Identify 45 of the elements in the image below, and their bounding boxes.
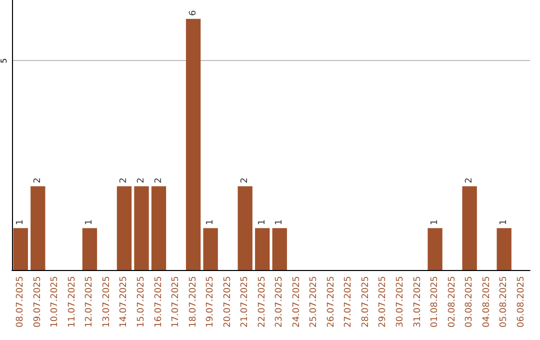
- x-tick-label: 17.07.2025: [171, 276, 182, 328]
- x-tick-label: 09.07.2025: [32, 276, 43, 328]
- x-tick-label: 13.07.2025: [102, 276, 112, 328]
- data-label: 1: [206, 219, 216, 226]
- x-tick-label: 20.07.2025: [222, 276, 233, 328]
- x-tick-label: 02.08.2025: [447, 276, 458, 328]
- x-tick-label: 29.07.2025: [378, 276, 388, 328]
- data-label: 2: [119, 178, 130, 184]
- x-tick-label: 04.08.2025: [482, 276, 492, 328]
- x-tick-label: 05.08.2025: [499, 276, 510, 328]
- x-tick-label: 26.07.2025: [326, 276, 336, 328]
- data-label: 2: [464, 178, 475, 184]
- x-tick-label: 01.08.2025: [430, 276, 440, 328]
- x-tick-label: 18.07.2025: [188, 276, 198, 328]
- data-label: 2: [136, 178, 146, 184]
- x-tick-label: 06.08.2025: [516, 276, 526, 328]
- x-tick-label: 14.07.2025: [119, 276, 130, 328]
- x-tick-label: 11.07.2025: [67, 276, 78, 328]
- x-tick-label: 24.07.2025: [292, 276, 302, 328]
- x-tick-label: 15.07.2025: [136, 276, 146, 328]
- x-tick-label: 12.07.2025: [84, 276, 95, 328]
- x-tick-label: 08.07.2025: [16, 276, 26, 328]
- data-label: 2: [154, 178, 164, 184]
- x-tick-label: 23.07.2025: [274, 276, 285, 328]
- data-label: 1: [84, 219, 95, 226]
- data-label: 2: [240, 178, 250, 184]
- x-tick-label: 03.08.2025: [464, 276, 475, 328]
- x-tick-label: 27.07.2025: [344, 276, 354, 328]
- x-tick-label: 16.07.2025: [154, 276, 164, 328]
- x-tick-label: 10.07.2025: [50, 276, 60, 328]
- data-label: 1: [257, 219, 268, 226]
- x-tick-label: 30.07.2025: [396, 276, 406, 328]
- data-label: 2: [32, 178, 43, 184]
- data-label: 6: [188, 10, 198, 16]
- x-tick-label: 25.07.2025: [309, 276, 320, 328]
- y-tick-label: 5: [0, 58, 8, 64]
- x-tick-label: 31.07.2025: [412, 276, 423, 328]
- data-label: 1: [430, 219, 440, 226]
- x-tick-label: 28.07.2025: [360, 276, 371, 328]
- data-label: 1: [499, 219, 510, 226]
- x-tick-label: 22.07.2025: [257, 276, 268, 328]
- x-tick-label: 19.07.2025: [206, 276, 216, 328]
- data-label: 1: [274, 219, 285, 226]
- x-tick-label: 21.07.2025: [240, 276, 250, 328]
- data-label: 1: [16, 219, 26, 226]
